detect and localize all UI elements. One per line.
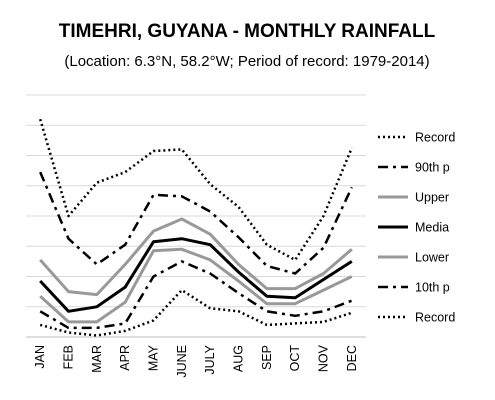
x-tick-label: APR (118, 345, 132, 371)
x-tick-label: NOV (317, 344, 331, 372)
x-tick-label: DEC (345, 345, 359, 371)
x-tick-label: JUNE (175, 345, 189, 378)
x-tick-label: JAN (33, 345, 47, 369)
legend-label: Upper (415, 191, 449, 205)
gridlines (26, 94, 366, 338)
series-lines (39, 118, 353, 337)
x-tick-label: JULY (203, 344, 217, 374)
x-tick-label: MAY (147, 344, 161, 371)
chart-subtitle: (Location: 6.3°N, 58.2°W; Period of reco… (64, 53, 429, 70)
series-line-4 (39, 247, 353, 324)
legend-label: Record (415, 131, 455, 145)
series-line-3 (39, 237, 353, 313)
chart-title: TIMEHRI, GUYANA - MONTHLY RAINFALL (59, 21, 436, 42)
legend: Record 90th p Upper Media Lower 10th p Record (378, 131, 455, 325)
x-tick-label: MAR (90, 345, 104, 373)
series-line-2 (39, 217, 353, 297)
x-tick-label: SEP (260, 345, 274, 370)
series-line-0 (39, 118, 353, 262)
series-line-5 (39, 260, 353, 330)
x-tick-label: OCT (288, 345, 302, 372)
x-tick-label: AUG (232, 345, 246, 372)
legend-label: Lower (415, 251, 449, 265)
legend-label: 90th p (415, 161, 450, 175)
series-line-1 (39, 171, 353, 275)
legend-label: Media (415, 221, 449, 235)
legend-label: 10th p (415, 281, 450, 295)
x-axis-tick-labels: JAN FEB MAR APR MAY JUNE JULY AUG SEP OCT NOV DEC (33, 344, 359, 377)
legend-label: Record (415, 311, 455, 325)
series-line-6 (39, 288, 353, 337)
x-tick-label: FEB (62, 345, 76, 369)
